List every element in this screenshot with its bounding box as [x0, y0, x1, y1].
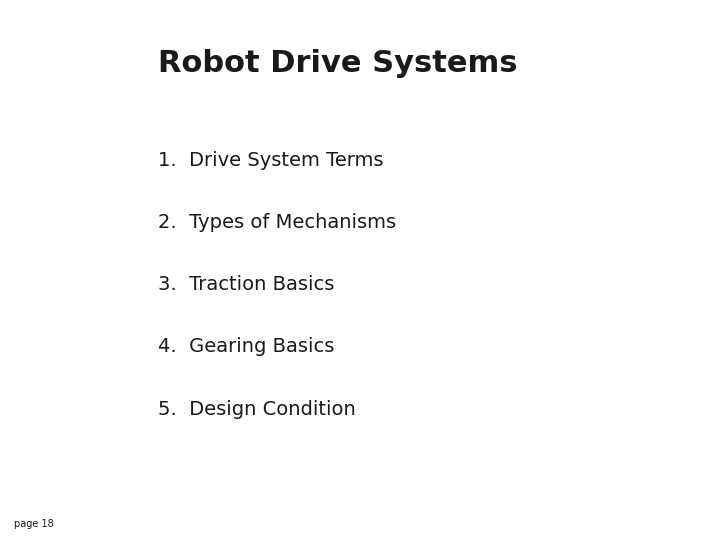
Text: 4.  Gearing Basics: 4. Gearing Basics — [158, 338, 335, 356]
Text: Robot Drive Systems: Robot Drive Systems — [158, 49, 518, 78]
Text: 2.  Types of Mechanisms: 2. Types of Mechanisms — [158, 213, 397, 232]
Text: 3.  Traction Basics: 3. Traction Basics — [158, 275, 335, 294]
Text: page 18: page 18 — [14, 519, 54, 529]
Text: 5.  Design Condition: 5. Design Condition — [158, 400, 356, 419]
Text: 1.  Drive System Terms: 1. Drive System Terms — [158, 151, 384, 170]
